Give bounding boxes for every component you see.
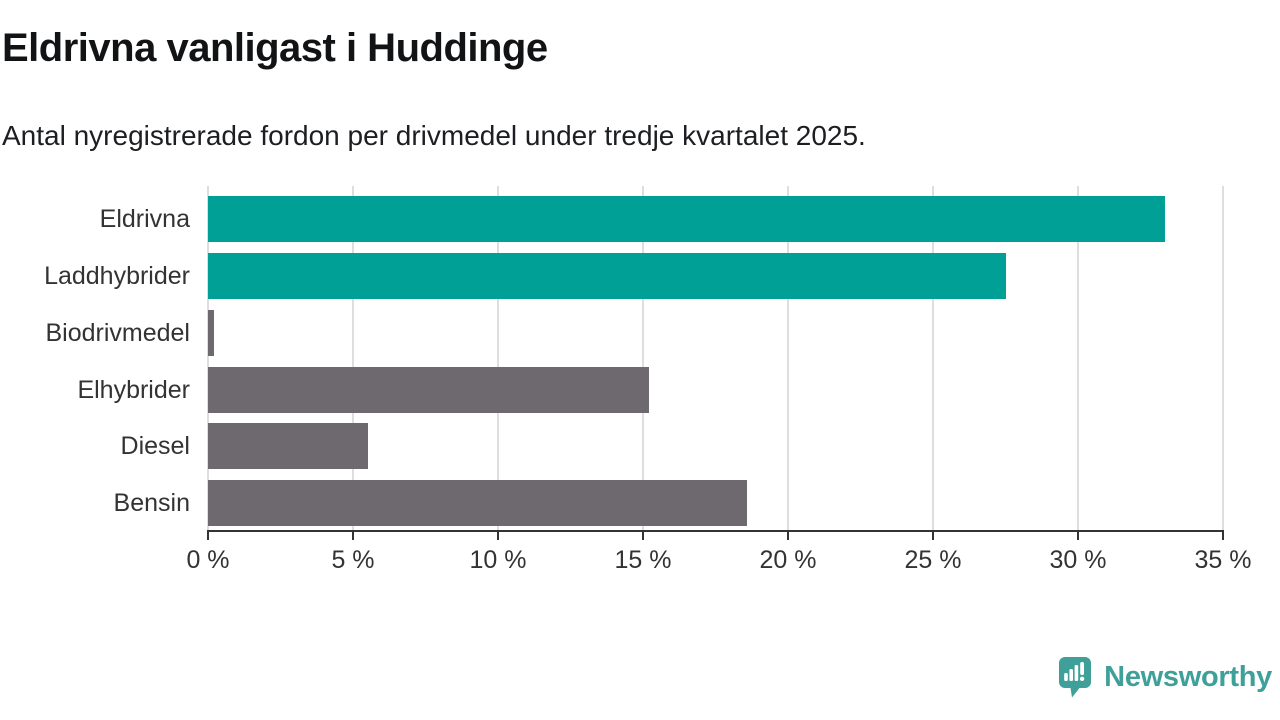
gridline-35 [1222,186,1224,530]
x-axis-tick-label-25: 25 % [904,546,962,574]
x-axis-tick-label-35: 35 % [1194,546,1252,574]
bar-elhybrider [208,366,649,413]
x-axis-tick-0 [207,532,209,540]
page-title: Eldrivna vanligast i Huddinge [2,26,548,70]
x-axis-line [207,530,1224,532]
bar-bensin [208,480,748,527]
bar-eldrivna [208,196,1165,242]
x-axis-tick-20 [787,532,789,540]
gridline-25 [932,186,934,530]
category-labels: Eldrivna Laddhybrider Biodrivmedel Elhybrid… [0,186,190,530]
x-axis-tick-label-5: 5 % [331,546,375,574]
x-axis-tick-5 [352,532,354,540]
gridline-10 [497,186,499,530]
x-axis-tick-label-10: 10 % [469,546,527,574]
x-axis-tick-label-30: 30 % [1049,546,1107,574]
newsworthy-logo-icon [1059,657,1092,698]
brand-name: Newsworthy [1104,660,1272,693]
gridline-30 [1077,186,1079,530]
x-axis-tick-25 [932,532,934,540]
category-label-eldrivna: Eldrivna [99,205,190,233]
gridline-15 [642,186,644,530]
x-axis-tick-35 [1222,532,1224,540]
category-label-biodrivmedel: Biodrivmedel [45,318,190,347]
gridline-0 [207,186,209,530]
bar-diesel [208,423,368,470]
page-subtitle: Antal nyregistrerade fordon per drivmede… [2,120,866,151]
gridline-20 [787,186,789,530]
x-axis-tick-label-15: 15 % [614,546,672,574]
x-axis-tick-label-0: 0 % [186,546,230,574]
x-axis-tick-30 [1077,532,1079,540]
category-label-bensin: Bensin [113,489,190,518]
x-axis-tick-label-20: 20 % [759,546,817,574]
category-label-elhybrider: Elhybrider [77,375,190,404]
x-axis-tick-15 [642,532,644,540]
plot-area: 0 % 5 % 10 % 15 % 20 % 25 % 30 % 35 % [186,186,1251,574]
gridline-5 [352,186,354,530]
category-label-diesel: Diesel [120,432,190,461]
category-label-laddhybrider: Laddhybrider [44,261,190,290]
bar-biodrivmedel [208,309,214,356]
bar-laddhybrider [208,252,1006,299]
newsworthy-brand: Newsworthy [1058,656,1272,698]
x-axis-tick-10 [497,532,499,540]
